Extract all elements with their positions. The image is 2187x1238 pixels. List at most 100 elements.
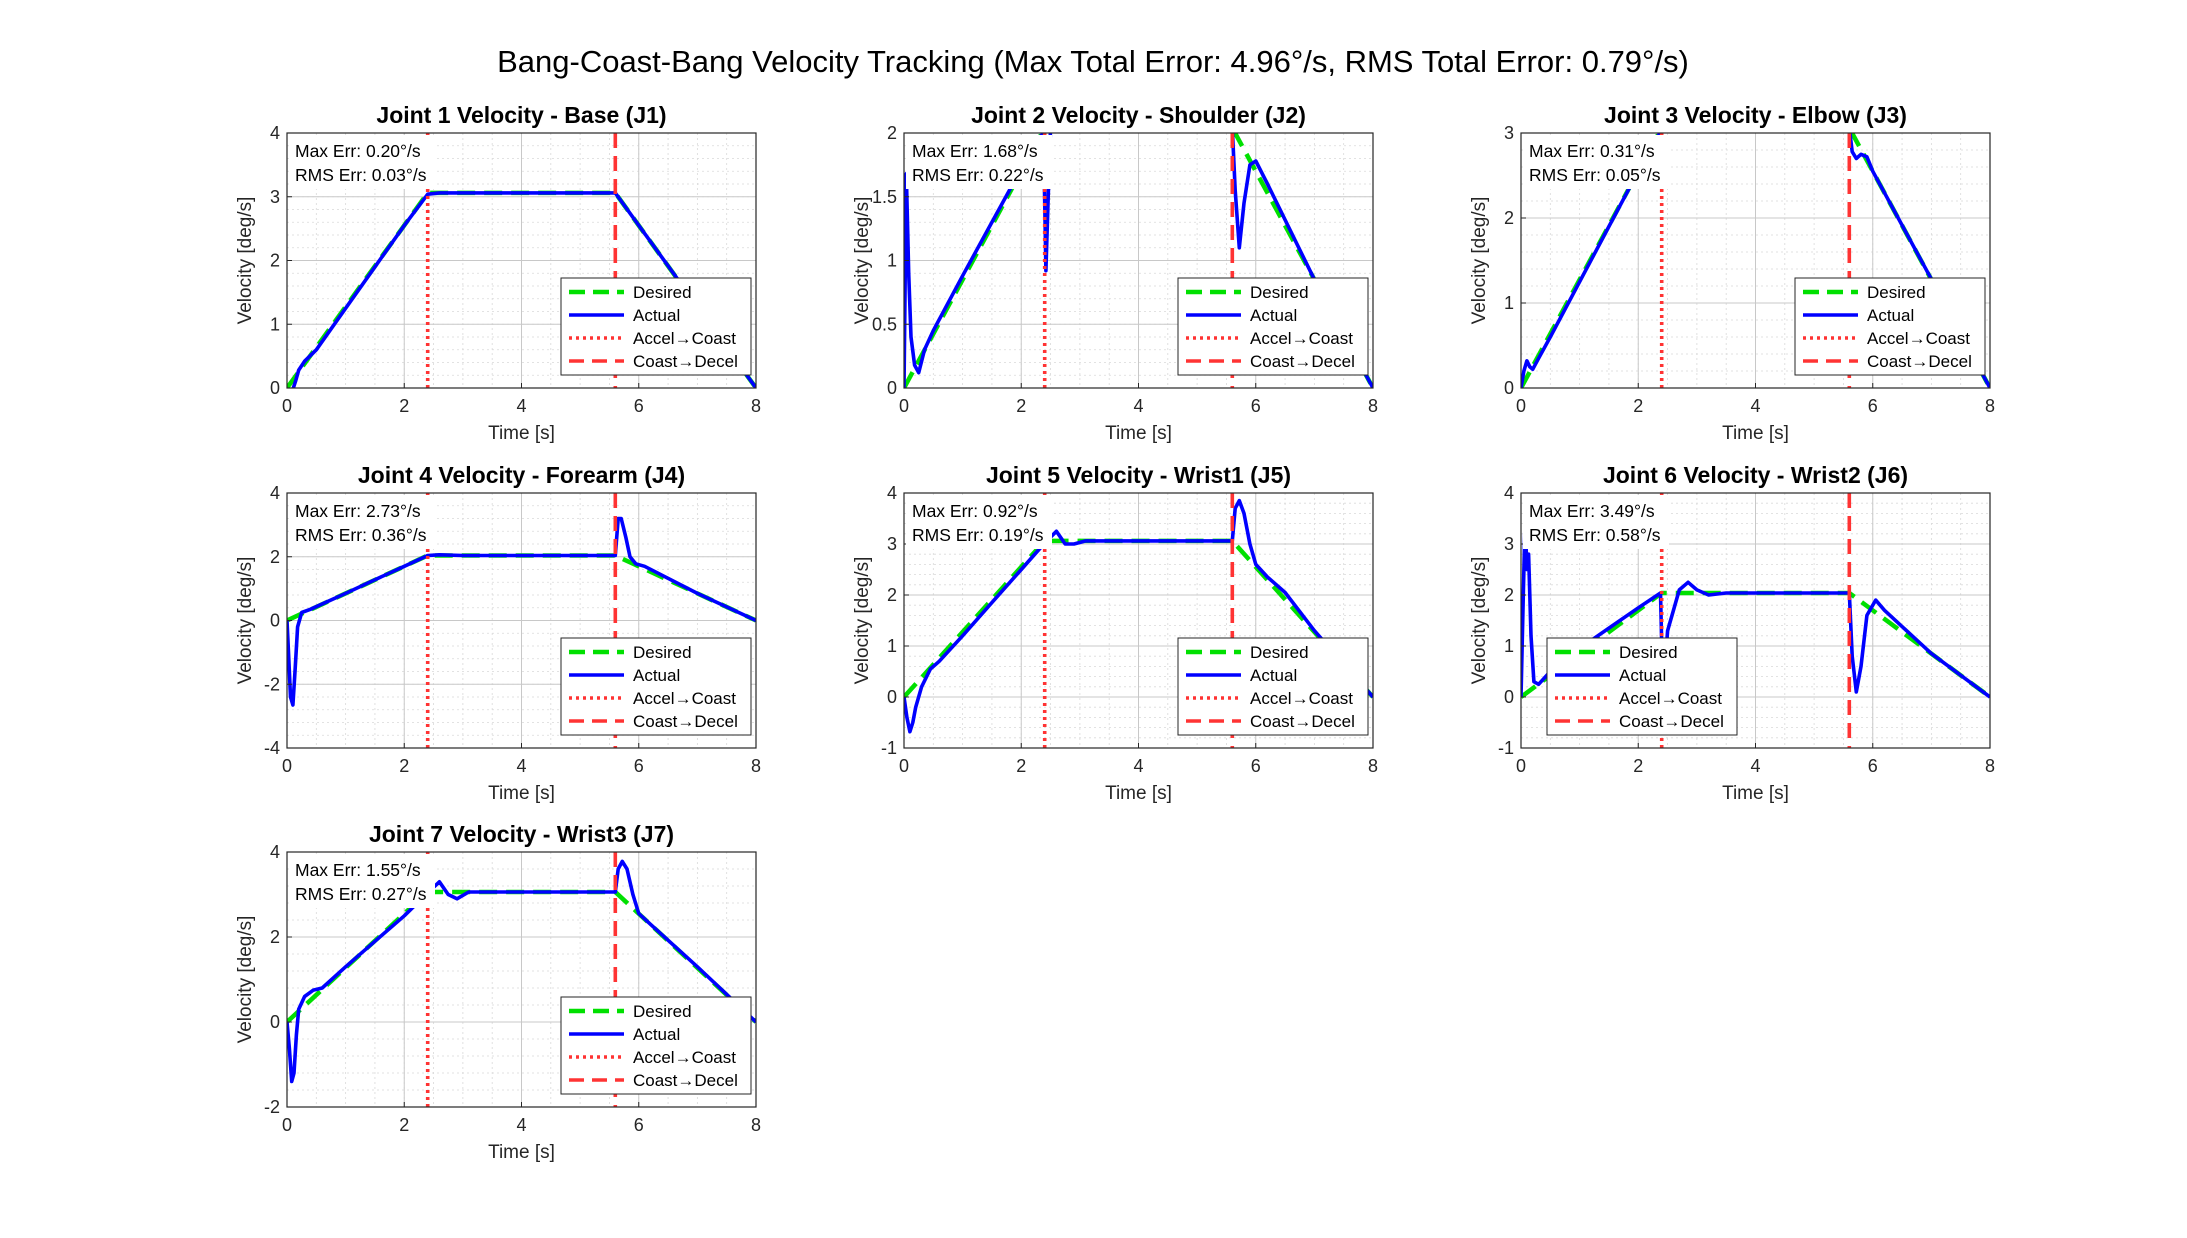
- x-axis-label: Time [s]: [488, 423, 555, 444]
- legend-accel-coast: Accel→Coast: [1250, 689, 1353, 708]
- y-tick-label: 2: [270, 927, 280, 947]
- rms-error-text: RMS Err: 0.19°/s: [912, 525, 1044, 545]
- x-tick-label: 8: [751, 396, 761, 416]
- x-tick-label: 6: [634, 396, 644, 416]
- chart-panel-j4: 0 2 4 6 8 -4 -2 0 2 4 Joint 4 Velocity - Forearm (…: [235, 462, 761, 804]
- y-tick-label: 0: [1504, 687, 1514, 707]
- error-annotation: Max Err: 2.73°/s RMS Err: 0.36°/s: [289, 495, 435, 549]
- legend-accel-coast: Accel→Coast: [1619, 689, 1722, 708]
- error-annotation: Max Err: 1.55°/s RMS Err: 0.27°/s: [289, 854, 435, 908]
- x-tick-label: 8: [1985, 396, 1995, 416]
- y-tick-label: 1: [1504, 293, 1514, 313]
- error-annotation: Max Err: 0.20°/s RMS Err: 0.03°/s: [289, 135, 435, 189]
- error-annotation: Max Err: 1.68°/s RMS Err: 0.22°/s: [906, 135, 1052, 189]
- rms-error-text: RMS Err: 0.05°/s: [1529, 165, 1661, 185]
- x-axis-label: Time [s]: [488, 783, 555, 804]
- max-error-text: Max Err: 3.49°/s: [1529, 501, 1655, 521]
- y-tick-label: 3: [887, 534, 897, 554]
- legend: Desired Actual Accel→Coast Coast→Decel: [1546, 637, 1738, 736]
- x-tick-label: 4: [516, 1115, 526, 1135]
- legend-coast-decel: Coast→Decel: [1619, 712, 1724, 731]
- y-axis-label: Velocity [deg/s]: [235, 916, 256, 1044]
- y-tick-label: 1: [1504, 636, 1514, 656]
- error-annotation: Max Err: 0.92°/s RMS Err: 0.19°/s: [906, 495, 1052, 549]
- x-tick-label: 6: [1251, 756, 1261, 776]
- legend: Desired Actual Accel→Coast Coast→Decel: [560, 996, 752, 1095]
- max-error-text: Max Err: 2.73°/s: [295, 501, 421, 521]
- x-tick-label: 2: [399, 1115, 409, 1135]
- legend-actual: Actual: [1867, 306, 1914, 325]
- x-tick-label: 0: [899, 756, 909, 776]
- y-tick-label: -2: [264, 1097, 280, 1117]
- y-tick-label: 4: [270, 123, 280, 143]
- legend-accel-coast: Accel→Coast: [633, 1048, 736, 1067]
- series-actual-line: [904, 133, 1373, 388]
- y-tick-label: 1: [887, 251, 897, 271]
- chart-title: Joint 2 Velocity - Shoulder (J2): [971, 102, 1306, 128]
- y-axis-label: Velocity [deg/s]: [235, 197, 256, 325]
- x-tick-label: 2: [399, 756, 409, 776]
- error-annotation: Max Err: 0.31°/s RMS Err: 0.05°/s: [1523, 135, 1669, 189]
- x-tick-label: 6: [1868, 756, 1878, 776]
- legend-desired: Desired: [1250, 283, 1309, 302]
- x-tick-label: 8: [1985, 756, 1995, 776]
- max-error-text: Max Err: 1.55°/s: [295, 860, 421, 880]
- legend: Desired Actual Accel→Coast Coast→Decel: [1794, 277, 1986, 376]
- legend-coast-decel: Coast→Decel: [633, 1071, 738, 1090]
- x-tick-label: 2: [1016, 756, 1026, 776]
- series-actual-line: [1521, 133, 1990, 388]
- chart-panel-j3: 0 2 4 6 8 0 1 2 3 Joint 3 Velocity - Elbow (J3) Ti…: [1469, 102, 1995, 444]
- legend-actual: Actual: [1250, 666, 1297, 685]
- y-tick-label: -4: [264, 738, 280, 758]
- y-axis-label: Velocity [deg/s]: [852, 557, 873, 685]
- chart-title: Joint 1 Velocity - Base (J1): [376, 102, 666, 128]
- y-tick-label: -1: [1498, 738, 1514, 758]
- x-tick-label: 4: [1750, 396, 1760, 416]
- x-tick-label: 6: [634, 756, 644, 776]
- legend-actual: Actual: [633, 306, 680, 325]
- legend-coast-decel: Coast→Decel: [1867, 352, 1972, 371]
- chart-title: Joint 7 Velocity - Wrist3 (J7): [369, 821, 674, 847]
- x-tick-label: 0: [1516, 756, 1526, 776]
- y-axis-label: Velocity [deg/s]: [852, 197, 873, 325]
- x-tick-label: 0: [282, 396, 292, 416]
- legend-accel-coast: Accel→Coast: [633, 329, 736, 348]
- y-axis-label: Velocity [deg/s]: [235, 557, 256, 685]
- x-tick-label: 4: [1133, 756, 1143, 776]
- y-tick-label: 0: [1504, 378, 1514, 398]
- rms-error-text: RMS Err: 0.22°/s: [912, 165, 1044, 185]
- legend-coast-decel: Coast→Decel: [633, 352, 738, 371]
- x-tick-label: 2: [399, 396, 409, 416]
- y-tick-label: 0.5: [872, 314, 897, 334]
- y-tick-label: 0: [270, 378, 280, 398]
- max-error-text: Max Err: 0.92°/s: [912, 501, 1038, 521]
- rms-error-text: RMS Err: 0.03°/s: [295, 165, 427, 185]
- legend-actual: Actual: [633, 666, 680, 685]
- y-tick-label: 2: [1504, 208, 1514, 228]
- chart-panel-j1: 0 2 4 6 8 0 1 2 3 4 Joint 1 Velocity - Base (J1) Ti…: [235, 102, 761, 444]
- x-axis-label: Time [s]: [1105, 423, 1172, 444]
- legend: Desired Actual Accel→Coast Coast→Decel: [560, 277, 752, 376]
- chart-title: Joint 5 Velocity - Wrist1 (J5): [986, 462, 1291, 488]
- legend-desired: Desired: [1250, 643, 1309, 662]
- chart-title: Joint 6 Velocity - Wrist2 (J6): [1603, 462, 1908, 488]
- legend-actual: Actual: [1619, 666, 1666, 685]
- y-tick-label: 0: [270, 611, 280, 631]
- legend-accel-coast: Accel→Coast: [633, 689, 736, 708]
- y-axis-label: Velocity [deg/s]: [1469, 197, 1490, 325]
- x-tick-label: 0: [899, 396, 909, 416]
- rms-error-text: RMS Err: 0.58°/s: [1529, 525, 1661, 545]
- y-tick-label: 2: [270, 547, 280, 567]
- chart-title: Joint 3 Velocity - Elbow (J3): [1604, 102, 1907, 128]
- x-tick-label: 4: [516, 756, 526, 776]
- x-tick-label: 8: [751, 756, 761, 776]
- legend-desired: Desired: [1619, 643, 1678, 662]
- y-tick-label: 1: [887, 636, 897, 656]
- series-actual-line: [287, 516, 756, 707]
- series-actual-line: [904, 498, 1373, 734]
- y-tick-label: 0: [887, 378, 897, 398]
- figure-suptitle: Bang-Coast-Bang Velocity Tracking (Max T…: [497, 44, 1689, 79]
- legend-actual: Actual: [1250, 306, 1297, 325]
